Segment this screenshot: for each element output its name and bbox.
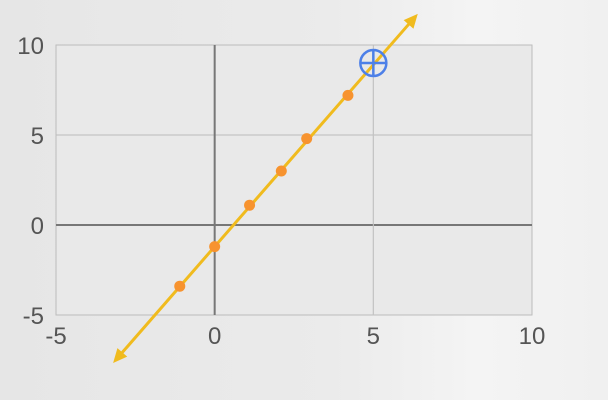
data-point[interactable] bbox=[244, 199, 256, 211]
line-arrow-end[interactable] bbox=[403, 13, 418, 29]
tick-labels: -5 0 5 10 10 5 0 -5 bbox=[17, 33, 545, 350]
fit-line[interactable] bbox=[119, 21, 412, 356]
axes bbox=[56, 45, 532, 315]
x-tick-label: 10 bbox=[519, 323, 546, 350]
fit-line-layer[interactable] bbox=[113, 13, 418, 363]
data-point[interactable] bbox=[174, 280, 186, 292]
plot-area bbox=[56, 45, 532, 315]
y-tick-label: 5 bbox=[31, 123, 44, 150]
x-tick-label: -5 bbox=[45, 323, 66, 350]
data-point[interactable] bbox=[275, 165, 287, 177]
x-tick-label: 5 bbox=[367, 323, 380, 350]
data-point[interactable] bbox=[209, 241, 221, 253]
data-point[interactable] bbox=[301, 133, 313, 145]
line-arrow-start[interactable] bbox=[113, 348, 128, 363]
data-points[interactable] bbox=[174, 89, 354, 292]
y-tick-label: 10 bbox=[17, 33, 44, 60]
y-tick-label: -5 bbox=[23, 303, 44, 330]
crosshair-cursor-layer[interactable] bbox=[359, 48, 388, 315]
data-point[interactable] bbox=[342, 89, 354, 101]
y-tick-label: 0 bbox=[31, 213, 44, 240]
x-tick-label: 0 bbox=[208, 323, 221, 350]
plot-frame bbox=[55, 44, 533, 316]
